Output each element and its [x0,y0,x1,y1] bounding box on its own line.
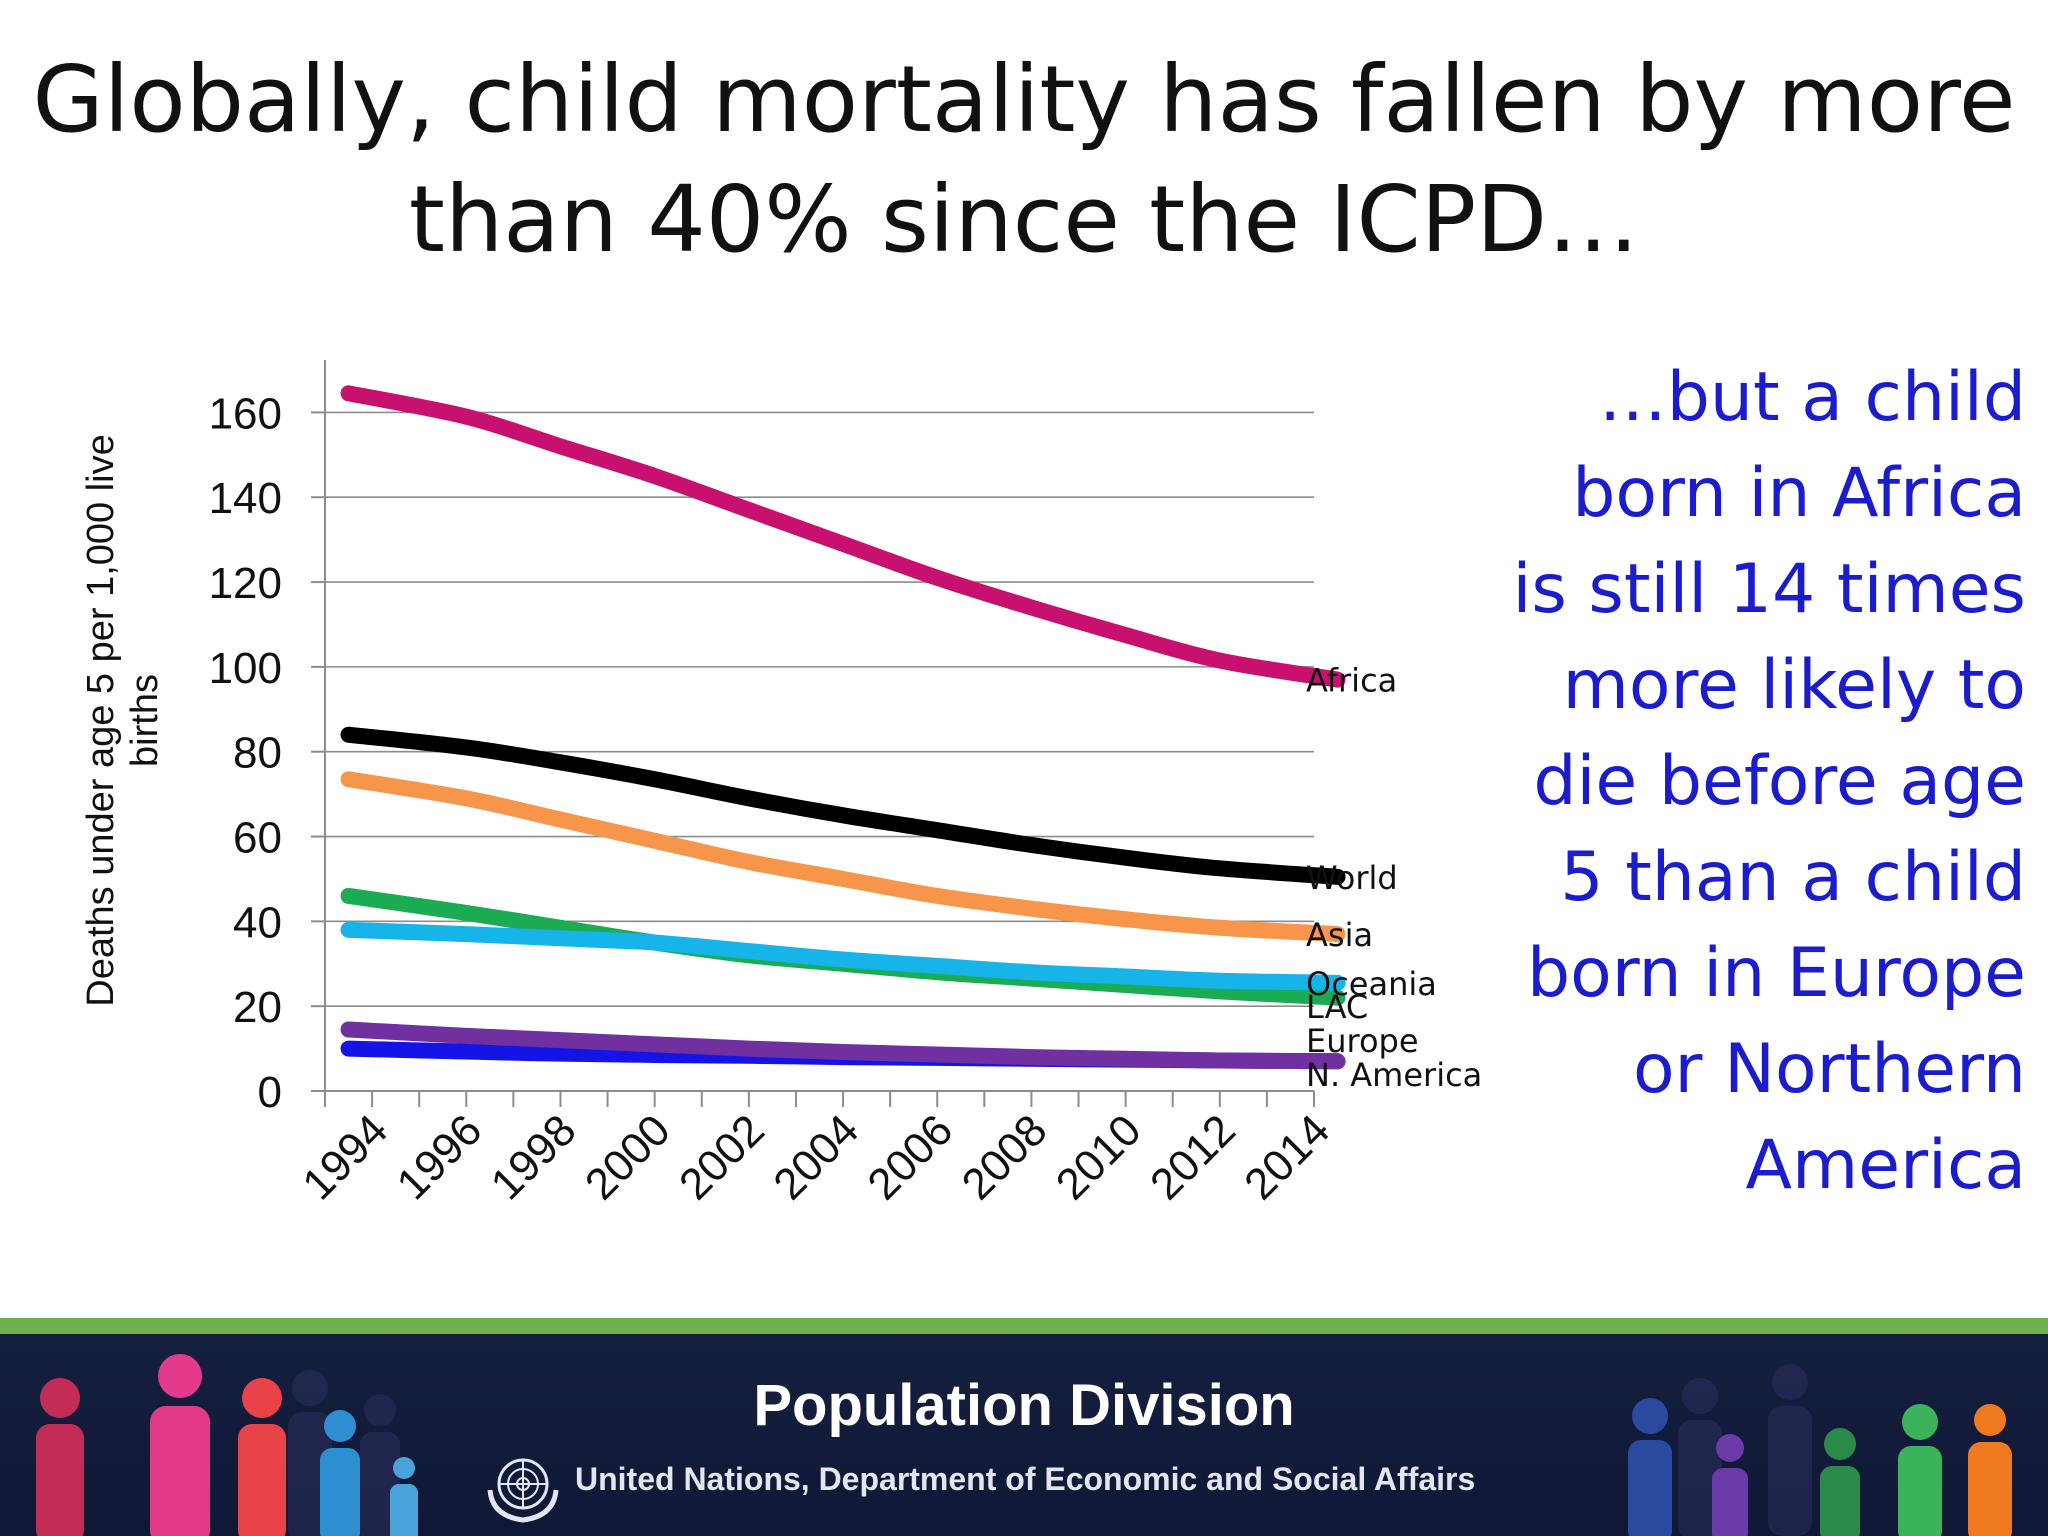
callout-line: 5 than a child [1560,838,2026,917]
page-title: Globally, child mortality has fallen by … [0,40,2048,280]
series-line-oceania [340,921,1346,991]
x-tick-label: 2008 [953,1105,1057,1209]
series-line-europe [340,1021,1346,1070]
un-emblem-icon [487,1458,559,1523]
title-line-1: Globally, child mortality has fallen by … [32,46,2016,153]
series-end-label: Europe [1306,1022,1419,1060]
y-axis-title: Deaths under age 5 per 1,000 livebirths [80,434,166,1007]
series-line-asia [340,771,1346,943]
callout-line: born in Africa [1572,454,2026,533]
callout-line: is still 14 times [1512,550,2026,629]
x-tick-label: 1994 [293,1105,397,1209]
y-tick-label: 20 [233,983,282,1032]
y-tick-label: 120 [209,559,282,608]
footer-title: Population Division [753,1373,1295,1438]
x-tick-label: 2004 [764,1105,868,1209]
y-tick-label: 0 [258,1068,282,1117]
callout-line: die before age [1533,742,2026,821]
callout-line: more likely to [1562,646,2026,725]
callout-text: …but a child born in Africa is still 14 … [1506,350,2026,1214]
y-tick-label: 60 [233,814,282,863]
y-tick-label: 80 [233,729,282,778]
y-tick-label: 140 [209,474,282,523]
callout-line: America [1745,1126,2027,1205]
series-end-label: Oceania [1306,965,1437,1003]
callout-line: or Northern [1632,1030,2026,1109]
footer-subtitle: United Nations, Department of Economic a… [575,1461,1476,1497]
x-tick-label: 2012 [1141,1105,1245,1209]
series-end-label: Africa [1306,662,1397,700]
x-tick-label: 1998 [482,1105,586,1209]
callout-line: …but a child [1598,358,2026,437]
footer-banner: Population Division United Nations, Depa… [0,1318,2048,1536]
series-end-label: World [1306,859,1398,897]
series-line-africa [340,385,1346,688]
footer-accent-bar [0,1318,2048,1334]
line-chart: 0204060801001201401601994199619982000200… [80,360,1482,1209]
y-tick-label: 100 [209,644,282,693]
x-tick-label: 2002 [670,1105,774,1209]
y-tick-label: 40 [233,898,282,947]
x-tick-label: 2014 [1235,1105,1339,1209]
x-tick-label: 1996 [387,1105,491,1209]
y-tick-label: 160 [209,389,282,438]
x-tick-label: 2010 [1047,1105,1151,1209]
series-end-label: LAC [1306,988,1368,1026]
series-end-label: N. America [1306,1056,1482,1094]
series-end-label: Asia [1306,916,1373,954]
x-tick-label: 2000 [576,1105,680,1209]
x-tick-label: 2006 [858,1105,962,1209]
callout-line: born in Europe [1527,934,2026,1013]
people-figures-icon [36,1354,2012,1536]
series-line-world [340,726,1346,885]
title-line-2: than 40% since the ICPD… [408,166,1640,273]
